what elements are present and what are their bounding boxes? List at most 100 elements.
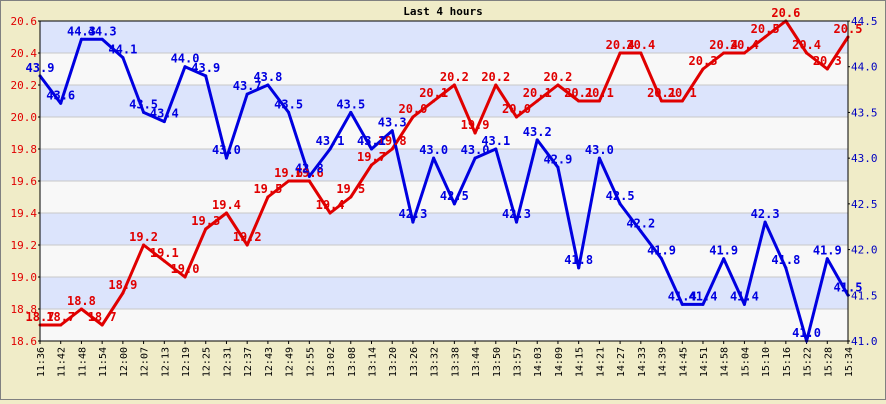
data-label: 20.3 — [813, 54, 842, 68]
data-point — [660, 99, 664, 103]
data-point — [473, 156, 477, 160]
data-label: 18.9 — [108, 278, 137, 292]
data-label: 43.1 — [357, 134, 386, 148]
x-tick-label: 13:44 — [471, 347, 482, 377]
plot-band — [40, 245, 848, 277]
data-label: 19.7 — [357, 150, 386, 164]
x-tick-label: 14:15 — [575, 347, 586, 377]
x-tick-label: 14:21 — [595, 347, 606, 377]
data-label: 43.0 — [212, 143, 241, 157]
left-tick-label: 19.6 — [11, 175, 38, 188]
x-tick-label: 14:03 — [533, 347, 544, 377]
data-label: 44.3 — [67, 24, 96, 38]
data-point — [763, 35, 767, 39]
x-tick-label: 14:27 — [616, 347, 627, 377]
data-point — [390, 147, 394, 151]
data-point — [162, 120, 166, 124]
data-label: 41.4 — [689, 289, 718, 303]
plot-background — [40, 21, 848, 341]
data-point — [204, 227, 208, 231]
data-point — [805, 51, 809, 55]
left-tick-label: 20.4 — [11, 47, 38, 60]
plot-border — [39, 20, 849, 342]
data-label: 44.1 — [108, 43, 137, 57]
data-point — [266, 83, 270, 87]
data-point — [660, 257, 664, 261]
left-axis: 18.6 18.8 19.0 19.2 19.4 19.6 19.8 20.0 20.2 20.4… — [11, 15, 40, 348]
data-point — [432, 99, 436, 103]
x-tick-label: 12:25 — [202, 347, 213, 377]
data-label: 43.0 — [585, 143, 614, 157]
data-label: 44.3 — [88, 24, 117, 38]
data-point — [535, 99, 539, 103]
data-point — [183, 275, 187, 279]
x-tick-label: 12:13 — [160, 347, 171, 377]
data-label: 41.9 — [709, 244, 738, 258]
data-point — [328, 211, 332, 215]
x-tick-label: 14:09 — [554, 347, 565, 377]
right-axis: 41.0 41.5 42.0 42.5 43.0 43.5 44.0 44.5 — [848, 15, 878, 348]
x-tick-label: 13:32 — [430, 347, 441, 377]
data-point — [577, 266, 581, 270]
data-label: 42.8 — [295, 161, 324, 175]
data-label: 19.5 — [253, 182, 282, 196]
right-tick-label: 43.5 — [851, 106, 878, 119]
data-point — [162, 259, 166, 263]
data-label: 19.4 — [212, 198, 241, 212]
data-point — [494, 147, 498, 151]
data-point — [639, 51, 643, 55]
plot-band — [40, 53, 848, 85]
data-label: 20.5 — [751, 22, 780, 36]
temperature-series-line — [40, 19, 850, 327]
data-point — [742, 302, 746, 306]
data-label: 42.3 — [398, 207, 427, 221]
data-label: 20.1 — [419, 86, 448, 100]
x-tick-label: 13:20 — [388, 347, 399, 377]
data-point — [515, 220, 519, 224]
x-tick-label: 15:10 — [761, 347, 772, 377]
data-label: 43.7 — [233, 79, 262, 93]
plot-band — [40, 149, 848, 181]
data-label: 20.4 — [626, 38, 655, 52]
data-label: 20.2 — [481, 70, 510, 84]
x-tick-label: 13:26 — [409, 347, 420, 377]
data-label: 43.0 — [419, 143, 448, 157]
data-label: 41.4 — [668, 289, 697, 303]
x-tick-label: 15:04 — [740, 347, 751, 377]
left-tick-label: 20.0 — [11, 111, 38, 124]
data-point — [597, 156, 601, 160]
data-label: 18.7 — [88, 310, 117, 324]
data-point — [224, 156, 228, 160]
x-tick-label: 11:36 — [36, 347, 47, 377]
right-tick-label: 43.0 — [851, 152, 878, 165]
data-point — [266, 195, 270, 199]
left-tick-label: 20.6 — [11, 15, 38, 28]
data-point — [535, 138, 539, 142]
data-point — [411, 220, 415, 224]
data-label: 20.1 — [585, 86, 614, 100]
data-point — [742, 51, 746, 55]
right-tick-label: 41.5 — [851, 289, 878, 302]
data-label: 20.4 — [730, 38, 759, 52]
data-label: 42.9 — [543, 152, 572, 166]
chart-title: Last 4 hours — [403, 5, 482, 18]
plot-band — [40, 181, 848, 213]
data-label: 20.4 — [792, 38, 821, 52]
left-tick-label: 19.8 — [11, 143, 38, 156]
data-point — [245, 92, 249, 96]
data-label: 20.0 — [398, 102, 427, 116]
data-point — [680, 302, 684, 306]
data-point — [825, 257, 829, 261]
data-point — [452, 83, 456, 87]
data-point — [432, 156, 436, 160]
x-tick-label: 11:42 — [57, 347, 68, 377]
data-point — [369, 163, 373, 167]
data-point — [142, 243, 146, 247]
x-tick-label: 11:48 — [77, 347, 88, 377]
data-point — [100, 37, 104, 41]
x-tick-label: 12:49 — [285, 347, 296, 377]
right-tick-label: 44.5 — [851, 15, 878, 28]
right-tick-label: 41.0 — [851, 335, 878, 348]
x-tick-label: 14:45 — [678, 347, 689, 377]
data-label: 43.5 — [274, 97, 303, 111]
